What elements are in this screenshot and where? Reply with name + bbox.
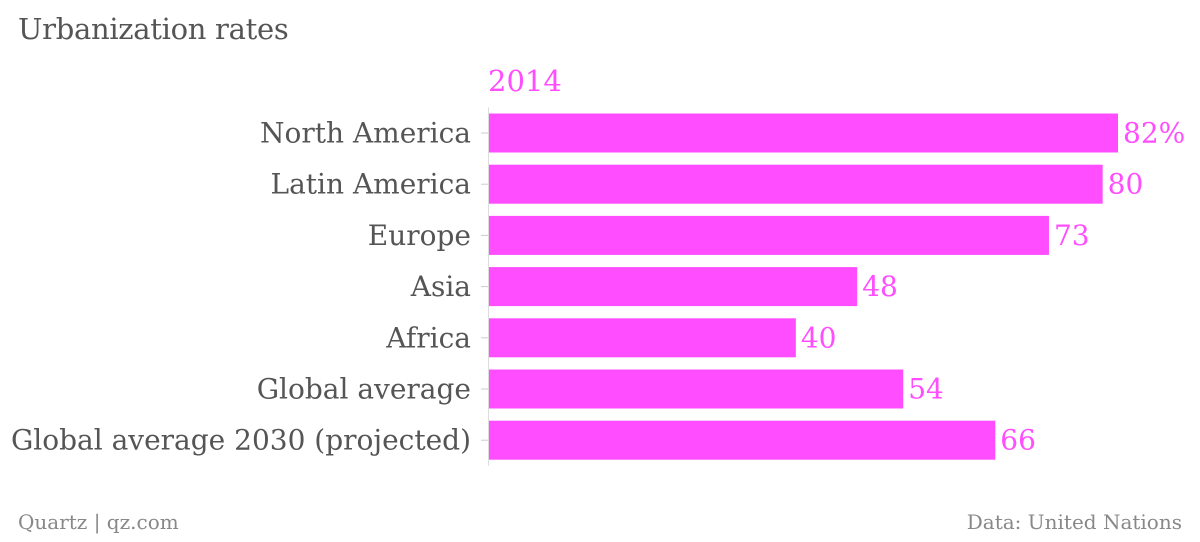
value-label: 66 (1000, 424, 1036, 457)
category-label: North America (260, 117, 471, 150)
series-label: 2014 (488, 64, 562, 98)
bar (489, 113, 1118, 153)
category-label: Europe (368, 219, 471, 252)
category-label: Asia (410, 270, 471, 303)
category-label: Latin America (271, 168, 471, 201)
category-label: Global average 2030 (projected) (11, 424, 471, 457)
chart-title: Urbanization rates (18, 12, 289, 46)
bar (489, 267, 858, 307)
value-label: 40 (801, 321, 837, 354)
bar (489, 420, 996, 460)
footer-credit: Quartz | qz.com (18, 510, 179, 534)
value-label: 73 (1054, 219, 1090, 252)
bar (489, 318, 796, 358)
footer-source: Data: United Nations (966, 510, 1182, 534)
category-label: Global average (257, 373, 471, 406)
value-label: 82% (1123, 117, 1185, 150)
bar (489, 369, 904, 409)
category-label: Africa (385, 321, 471, 354)
value-label: 48 (862, 270, 898, 303)
bar (489, 164, 1103, 204)
value-label: 80 (1108, 168, 1144, 201)
value-label: 54 (908, 373, 944, 406)
bar (489, 215, 1049, 255)
